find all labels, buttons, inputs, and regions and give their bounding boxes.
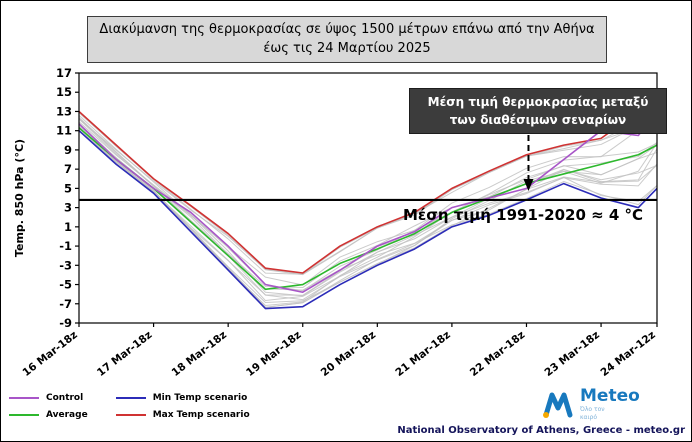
svg-text:3: 3: [64, 201, 72, 215]
y-axis-label: Temp. 850 hPa (°C): [13, 138, 26, 258]
title-box: Διακύμανση της θερμοκρασίας σε ύψος 1500…: [87, 16, 607, 63]
svg-text:20 Mar-18z: 20 Mar-18z: [319, 329, 378, 379]
annotation-line-1: Μέση τιμή θερμοκρασίας μεταξύ: [427, 95, 649, 109]
title-line-2: έως τις 24 Μαρτίου 2025: [263, 40, 431, 56]
svg-text:-7: -7: [59, 297, 72, 311]
svg-text:13: 13: [56, 104, 72, 118]
meteo-logo-tagline-1: Όλο τον: [580, 405, 605, 413]
legend-swatch: [9, 397, 39, 399]
meteo-logo-tagline-2: καιρό: [580, 413, 598, 421]
legend: Control Average Min Temp scenario Max Te…: [9, 393, 250, 420]
svg-text:9: 9: [64, 143, 72, 157]
legend-swatch: [115, 397, 146, 399]
svg-text:-5: -5: [59, 278, 72, 292]
svg-text:17: 17: [56, 66, 72, 80]
scenario-mean-annotation: Μέση τιμή θερμοκρασίας μεταξύ των διαθέσ…: [409, 88, 667, 134]
svg-text:7: 7: [64, 162, 72, 176]
svg-text:21 Mar-18z: 21 Mar-18z: [393, 329, 452, 379]
svg-text:11: 11: [56, 124, 72, 138]
svg-text:-1: -1: [59, 239, 72, 253]
meteo-logo-name: Meteo: [580, 385, 640, 406]
legend-item-average: Average: [9, 410, 88, 420]
svg-text:-3: -3: [59, 258, 72, 272]
legend-item-min-temp: Min Temp scenario: [115, 393, 250, 403]
climatology-mean-label: Μέση τιμή 1991-2020 ≈ 4 °C: [402, 206, 644, 224]
meteo-logo-text: Meteo Όλο τον καιρό: [580, 385, 640, 421]
legend-label: Control: [46, 393, 84, 403]
title-line-1: Διακύμανση της θερμοκρασίας σε ύψος 1500…: [99, 21, 595, 37]
legend-label: Max Temp scenario: [152, 410, 250, 420]
meteo-logo: Meteo Όλο τον καιρό: [541, 387, 640, 421]
legend-label: Min Temp scenario: [152, 393, 248, 403]
footer-credit: National Observatory of Athens, Greece -…: [397, 425, 685, 436]
meteo-m-icon: [543, 392, 573, 418]
svg-text:15: 15: [56, 85, 72, 99]
svg-text:5: 5: [64, 181, 72, 195]
legend-label: Average: [46, 410, 88, 420]
legend-item-control: Control: [9, 393, 88, 403]
svg-text:-9: -9: [59, 316, 72, 330]
legend-item-max-temp: Max Temp scenario: [115, 410, 250, 420]
legend-swatch: [115, 414, 146, 416]
svg-text:1: 1: [64, 220, 72, 234]
legend-column-2: Min Temp scenario Max Temp scenario: [115, 393, 250, 420]
svg-text:18 Mar-18z: 18 Mar-18z: [170, 329, 229, 379]
svg-text:19 Mar-18z: 19 Mar-18z: [244, 329, 303, 379]
svg-text:22 Mar-18z: 22 Mar-18z: [468, 329, 527, 379]
svg-text:16 Mar-18z: 16 Mar-18z: [20, 329, 79, 379]
svg-text:24 Mar-12z: 24 Mar-12z: [598, 329, 657, 379]
annotation-line-2: των διαθέσιμων σεναρίων: [449, 113, 627, 127]
svg-text:17 Mar-18z: 17 Mar-18z: [95, 329, 154, 379]
svg-text:23 Mar-18z: 23 Mar-18z: [542, 329, 601, 379]
legend-column-1: Control Average: [9, 393, 88, 420]
legend-swatch: [9, 414, 39, 416]
